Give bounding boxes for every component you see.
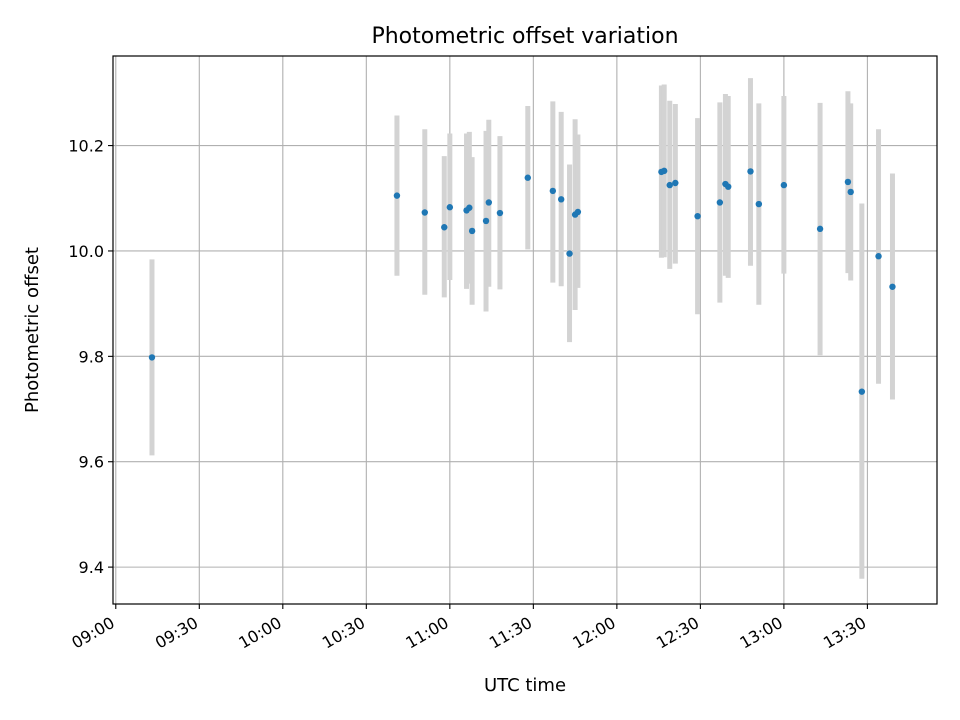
errorbar-layer — [149, 78, 895, 579]
x-tick-label: 10:00 — [235, 613, 284, 653]
data-point — [660, 167, 668, 175]
x-tick-label: 09:00 — [68, 613, 117, 653]
data-point — [393, 192, 401, 199]
data-point — [666, 181, 673, 189]
data-point — [496, 209, 504, 217]
data-point — [468, 227, 476, 235]
x-tick-label: 11:30 — [486, 613, 535, 653]
data-point — [421, 209, 428, 216]
x-tick-label: 10:30 — [319, 613, 368, 653]
x-tick-label: 11:00 — [402, 613, 451, 653]
y-tick-label: 9.6 — [79, 453, 104, 472]
chart-title: Photometric offset variation — [371, 24, 678, 49]
y-tick-label: 10.0 — [68, 242, 104, 261]
x-tick-label: 13:30 — [820, 613, 869, 653]
x-tick-label: 13:00 — [736, 613, 785, 653]
data-point — [816, 225, 824, 233]
data-point — [148, 354, 156, 361]
data-point — [441, 224, 448, 231]
data-point — [716, 199, 724, 206]
data-point — [889, 283, 896, 290]
data-point — [524, 174, 531, 181]
data-point — [574, 208, 582, 216]
data-point — [485, 199, 493, 206]
point-layer — [148, 167, 896, 395]
data-point — [694, 212, 701, 220]
x-axis: 09:00 09:30 10:00 10:30 11:00 11:30 12:00 12:30… — [68, 604, 869, 653]
x-axis-label: UTC time — [484, 675, 566, 696]
y-tick-label: 9.8 — [79, 347, 104, 366]
data-point — [844, 178, 852, 186]
y-tick-label: 9.4 — [79, 558, 104, 577]
data-point — [549, 187, 557, 195]
data-point — [858, 388, 866, 395]
y-axis: 9.4 9.6 9.8 10.0 10.2 — [68, 137, 113, 577]
data-point — [755, 200, 763, 208]
y-tick-label: 10.2 — [68, 137, 104, 156]
data-point — [466, 204, 473, 211]
data-point — [482, 217, 490, 225]
data-point — [446, 204, 454, 211]
x-tick-label: 09:30 — [152, 613, 201, 653]
data-point — [725, 183, 732, 190]
plot-frame — [112, 55, 938, 605]
data-point — [557, 196, 565, 203]
grid-layer — [113, 56, 937, 604]
data-point — [566, 250, 573, 257]
data-point — [747, 168, 754, 175]
x-tick-label: 12:00 — [569, 613, 618, 653]
data-point — [875, 253, 882, 260]
x-tick-label: 12:30 — [653, 613, 702, 653]
data-point — [847, 188, 854, 196]
data-point — [672, 179, 679, 187]
data-point — [780, 181, 788, 189]
y-axis-label: Photometric offset — [22, 247, 43, 413]
